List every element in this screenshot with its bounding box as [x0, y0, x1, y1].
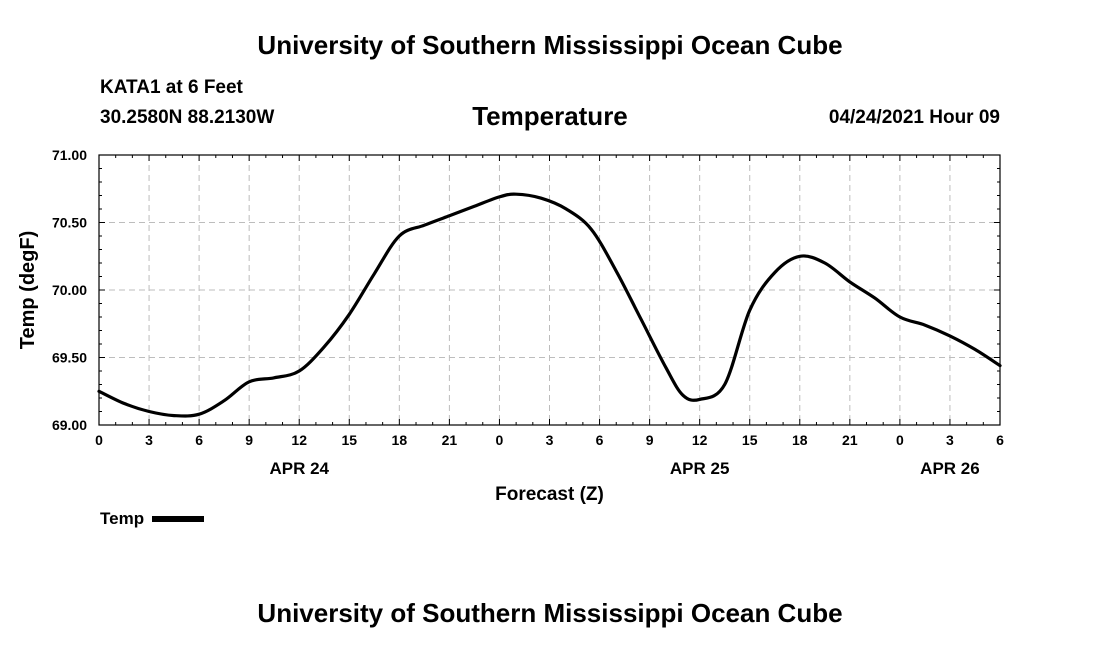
x-tick-label: 9 — [245, 432, 253, 448]
x-tick-label: 15 — [341, 432, 357, 448]
x-tick-label: 15 — [742, 432, 758, 448]
footer-title: University of Southern Mississippi Ocean… — [257, 598, 843, 628]
y-axis-title: Temp (degF) — [17, 231, 39, 350]
legend-label: Temp — [100, 509, 145, 528]
chart-title: Temperature — [472, 101, 628, 131]
legend-line-swatch — [152, 516, 205, 522]
x-tick-label: 21 — [842, 432, 858, 448]
date-label: APR 25 — [670, 459, 730, 478]
x-tick-label: 0 — [95, 432, 103, 448]
date-label: APR 24 — [269, 459, 329, 478]
x-tick-label: 9 — [646, 432, 654, 448]
x-tick-label: 21 — [442, 432, 458, 448]
x-tick-label: 3 — [946, 432, 954, 448]
station-label: KATA1 at 6 Feet — [100, 77, 243, 98]
x-tick-label: 6 — [596, 432, 604, 448]
x-tick-label: 12 — [291, 432, 307, 448]
x-axis-title: Forecast (Z) — [495, 484, 604, 505]
x-tick-label: 18 — [792, 432, 808, 448]
forecast-datetime: 04/24/2021 Hour 09 — [828, 107, 1000, 128]
x-tick-label: 6 — [996, 432, 1004, 448]
x-tick-label: 6 — [195, 432, 203, 448]
legend: Temp — [100, 509, 205, 529]
x-tick-label: 18 — [392, 432, 408, 448]
x-tick-label: 12 — [692, 432, 708, 448]
x-tick-label: 0 — [896, 432, 904, 448]
station-coordinates: 30.2580N 88.2130W — [100, 107, 275, 128]
y-tick-label: 70.00 — [52, 282, 87, 298]
series-line-temp — [97, 192, 1002, 418]
x-tick-label: 3 — [546, 432, 554, 448]
y-tick-label: 69.00 — [52, 417, 87, 433]
date-label: APR 26 — [920, 459, 980, 478]
x-tick-label: 0 — [496, 432, 504, 448]
x-tick-label: 3 — [145, 432, 153, 448]
y-tick-label: 70.50 — [52, 215, 87, 231]
y-tick-label: 71.00 — [52, 147, 87, 163]
y-tick-label: 69.50 — [52, 350, 87, 366]
page-title: University of Southern Mississippi Ocean… — [257, 30, 843, 60]
